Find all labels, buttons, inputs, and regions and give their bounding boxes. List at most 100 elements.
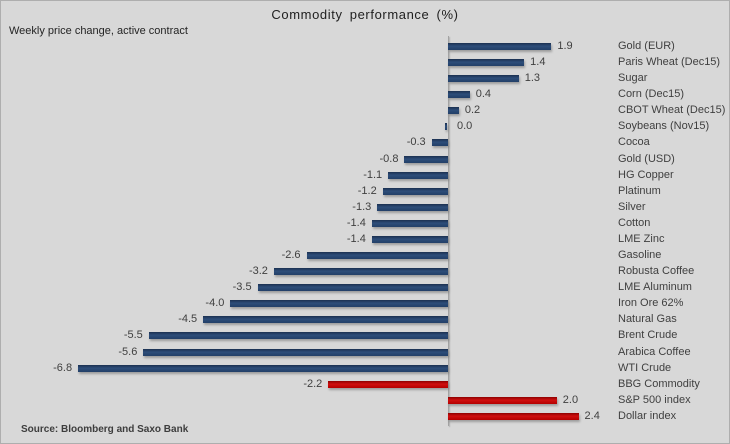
- value-label: 0.4: [475, 88, 492, 101]
- bar-row: 0.4 Corn (Dec15): [1, 87, 729, 103]
- bar-row: -1.4 LME Zinc: [1, 232, 729, 248]
- bar-row: -1.2 Platinum: [1, 184, 729, 200]
- category-label: BBG Commodity: [618, 377, 700, 390]
- bar-navy: [203, 316, 448, 324]
- bar-row: 0.0 Soybeans (Nov15): [1, 119, 729, 135]
- category-label: Cotton: [618, 216, 651, 229]
- bar-row: -5.6 Arabica Coffee: [1, 345, 729, 361]
- bar-navy: [431, 139, 448, 147]
- value-label: -2.6: [281, 249, 301, 262]
- chart-subtitle: Weekly price change, active contract: [9, 25, 188, 37]
- bar-navy: [445, 123, 447, 131]
- bar-navy: [388, 171, 448, 179]
- value-label: 1.4: [530, 56, 546, 69]
- category-label: LME Zinc: [618, 232, 665, 245]
- bar-navy: [448, 91, 470, 99]
- value-label: -2.2: [303, 377, 323, 390]
- bar-navy: [377, 203, 448, 211]
- value-label: -3.5: [232, 281, 252, 294]
- category-label: Silver: [618, 200, 646, 213]
- category-label: Paris Wheat (Dec15): [618, 56, 721, 69]
- bar-row: 1.9 Gold (EUR): [1, 39, 729, 55]
- value-label: 0.2: [464, 104, 481, 117]
- category-label: CBOT Wheat (Dec15): [618, 104, 726, 117]
- value-label: -4.0: [205, 297, 225, 310]
- category-label: S&P 500 index: [618, 393, 691, 406]
- bar-navy: [448, 107, 459, 115]
- bar-navy: [404, 155, 448, 163]
- value-label: 2.0: [562, 393, 579, 406]
- bar-red: [448, 396, 557, 404]
- bar-navy: [143, 348, 448, 356]
- category-label: Robusta Coffee: [618, 265, 695, 278]
- bar-row: -1.3 Silver: [1, 200, 729, 216]
- value-label: -4.5: [178, 313, 198, 326]
- category-label: Corn (Dec15): [618, 88, 685, 101]
- zero-axis-line: [448, 36, 449, 426]
- category-label: Dollar index: [618, 409, 677, 422]
- bar-row: 2.4 Dollar index: [1, 409, 729, 425]
- bar-navy: [448, 75, 519, 83]
- value-label: 1.9: [557, 40, 573, 52]
- bar-row: -4.5 Natural Gas: [1, 312, 729, 328]
- value-label: 0.0: [457, 120, 473, 133]
- category-label: Sugar: [618, 72, 648, 85]
- bar-row: 0.2 CBOT Wheat (Dec15): [1, 103, 729, 119]
- category-label: Arabica Coffee: [618, 345, 691, 358]
- bar-row: 2.0 S&P 500 index: [1, 393, 729, 409]
- bar-red: [328, 380, 448, 388]
- bar-row: 1.4 Paris Wheat (Dec15): [1, 55, 729, 71]
- category-label: Natural Gas: [618, 313, 677, 326]
- source-note: Source: Bloomberg and Saxo Bank: [21, 424, 189, 435]
- value-label: -1.4: [346, 232, 366, 245]
- bar-navy: [78, 364, 448, 372]
- category-label: LME Aluminum: [618, 281, 692, 294]
- bar-navy: [148, 332, 448, 340]
- category-label: Platinum: [618, 184, 661, 197]
- bar-row: -3.5 LME Aluminum: [1, 280, 729, 296]
- bar-row: -3.2 Robusta Coffee: [1, 264, 729, 280]
- value-label: -1.3: [352, 200, 372, 213]
- category-label: Cocoa: [618, 136, 650, 149]
- bar-row: -2.6 Gasoline: [1, 248, 729, 264]
- category-label: Gold (EUR): [618, 40, 675, 52]
- category-label: WTI Crude: [618, 361, 672, 374]
- bar-navy: [448, 43, 552, 50]
- bar-navy: [230, 300, 448, 308]
- bar-row: 1.3 Sugar: [1, 71, 729, 87]
- value-label: -1.4: [346, 216, 366, 229]
- bar-row: -5.5 Brent Crude: [1, 328, 729, 344]
- value-label: -6.8: [53, 361, 73, 374]
- chart-title: Commodity performance (%): [271, 7, 459, 22]
- category-label: HG Copper: [618, 168, 674, 181]
- bar-navy: [382, 187, 448, 195]
- bar-row: -1.4 Cotton: [1, 216, 729, 232]
- bar-navy: [371, 235, 448, 243]
- category-label: Brent Crude: [618, 329, 678, 342]
- value-label: -1.2: [357, 184, 377, 197]
- bar-navy: [448, 59, 525, 67]
- bar-navy: [257, 284, 448, 292]
- bar-row: -4.0 Iron Ore 62%: [1, 296, 729, 312]
- bar-row: -2.2 BBG Commodity: [1, 377, 729, 393]
- value-label: -5.5: [123, 329, 143, 342]
- bar-row: -0.8 Gold (USD): [1, 152, 729, 168]
- bar-row: -1.1 HG Copper: [1, 168, 729, 184]
- value-label: 1.3: [524, 72, 541, 85]
- value-label: 2.4: [584, 409, 600, 422]
- value-label: -1.1: [363, 168, 383, 181]
- bar-row: -0.3 Cocoa: [1, 135, 729, 151]
- bar-red: [448, 412, 579, 420]
- category-label: Gold (USD): [618, 152, 675, 165]
- value-label: -5.6: [118, 345, 138, 358]
- bar-navy: [306, 252, 448, 260]
- bar-row: -6.8 WTI Crude: [1, 361, 729, 377]
- bar-navy: [371, 219, 448, 227]
- category-label: Soybeans (Nov15): [618, 120, 710, 133]
- value-label: -0.3: [406, 136, 426, 149]
- category-label: Gasoline: [618, 249, 662, 262]
- category-label: Iron Ore 62%: [618, 297, 684, 310]
- value-label: -3.2: [248, 265, 268, 278]
